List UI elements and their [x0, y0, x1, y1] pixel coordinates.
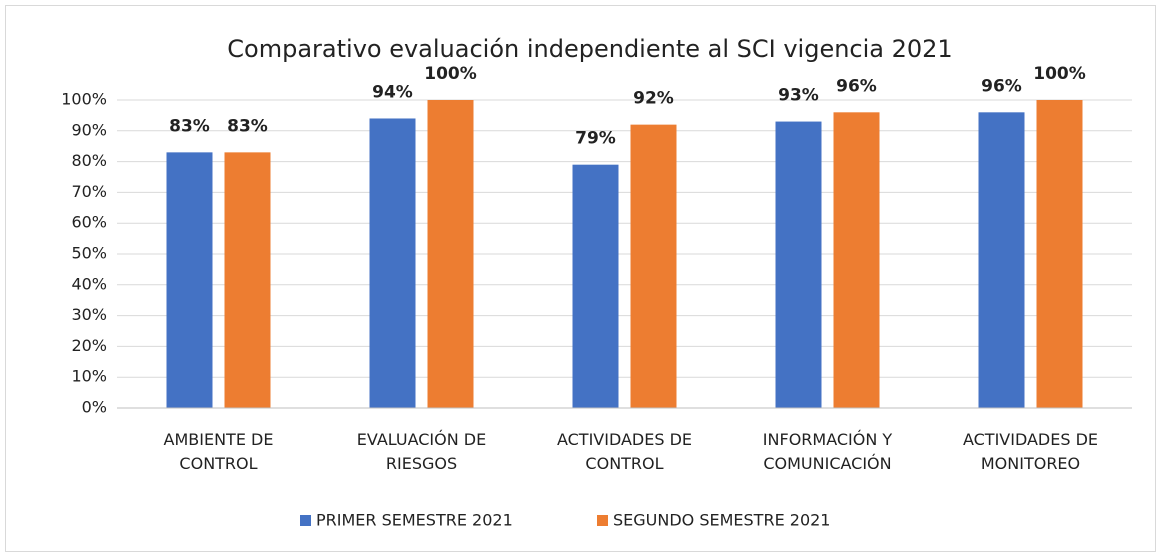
y-tick-label: 80% [71, 151, 107, 170]
y-tick-label: 0% [82, 398, 107, 417]
y-tick-label: 90% [71, 120, 107, 139]
data-label: 96% [836, 76, 877, 96]
bar [775, 121, 822, 408]
y-tick-label: 30% [71, 305, 107, 324]
legend-swatch [300, 515, 311, 526]
bar [1036, 100, 1083, 408]
x-tick-label: ACTIVIDADES DE MONITOREO [962, 430, 1099, 473]
data-label: 100% [424, 64, 477, 84]
x-tick-label: EVALUACIÓN DE RIESGOS [356, 430, 487, 473]
bar [166, 152, 213, 408]
y-tick-label: 40% [71, 274, 107, 293]
y-tick-label: 20% [71, 336, 107, 355]
data-label: 92% [633, 89, 674, 109]
y-tick-label: 60% [71, 213, 107, 232]
data-label: 96% [981, 76, 1022, 96]
bar [978, 112, 1025, 408]
data-label: 83% [227, 116, 268, 136]
bar [572, 164, 619, 408]
chart-title: Comparativo evaluación independiente al … [227, 35, 952, 63]
bar [833, 112, 880, 408]
data-label: 79% [575, 129, 616, 149]
y-tick-label: 100% [61, 90, 107, 109]
bar [427, 100, 474, 408]
y-tick-label: 10% [71, 367, 107, 386]
x-tick-label: AMBIENTE DE CONTROL [163, 430, 274, 473]
legend-label: PRIMER SEMESTRE 2021 [316, 511, 513, 530]
data-label: 83% [169, 116, 210, 136]
bar [630, 124, 677, 408]
bar [224, 152, 271, 408]
y-tick-label: 50% [71, 244, 107, 263]
data-label: 94% [372, 82, 413, 102]
x-tick-label: ACTIVIDADES DE CONTROL [556, 430, 693, 473]
x-tick-label: INFORMACIÓN Y COMUNICACIÓN [762, 430, 893, 473]
legend-swatch [597, 515, 608, 526]
legend-label: SEGUNDO SEMESTRE 2021 [613, 511, 830, 530]
data-label: 93% [778, 86, 819, 106]
y-tick-label: 70% [71, 182, 107, 201]
bar [369, 118, 416, 408]
data-label: 100% [1033, 64, 1086, 84]
